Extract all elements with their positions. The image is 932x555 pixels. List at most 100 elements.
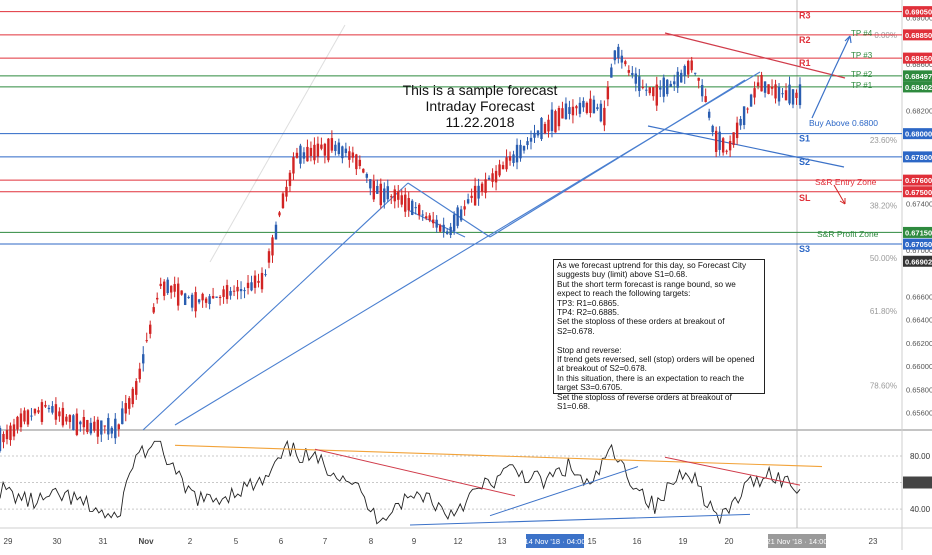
candle-body <box>369 179 372 189</box>
candle-body <box>390 196 393 198</box>
candle-body <box>16 416 19 430</box>
fib-label: 78.60% <box>870 382 897 391</box>
candle-body <box>54 404 58 420</box>
candle-body <box>774 84 777 99</box>
price-axis-tick: 0.66000 <box>906 362 932 371</box>
candle-body <box>274 224 278 240</box>
candle-body <box>784 90 788 101</box>
candle-body <box>47 407 51 410</box>
candle-body <box>568 107 571 115</box>
candle-body <box>365 173 369 178</box>
price-axis[interactable]: 0.69000 0.68600 0.68200 0.67800 0.67400 0.670… <box>903 6 932 418</box>
candle-body <box>641 86 644 88</box>
candle-body <box>131 388 134 405</box>
candle-body <box>742 106 746 126</box>
candle-body <box>183 293 187 305</box>
candle-body <box>725 150 728 152</box>
time-axis-label: 15 <box>588 537 597 546</box>
sell-arrow-line <box>833 184 846 205</box>
candle-body <box>431 219 435 224</box>
candle-body <box>711 125 714 133</box>
candle-body <box>194 292 197 312</box>
candle-body <box>135 381 138 395</box>
candle-body <box>145 340 148 342</box>
candle-body <box>253 275 257 288</box>
candle-body <box>648 87 651 94</box>
candle-body <box>624 61 627 65</box>
candle-body <box>376 185 379 194</box>
candle-body <box>592 99 596 114</box>
trendlines-layer <box>142 32 846 431</box>
candle-body <box>714 130 718 152</box>
candle-body <box>362 168 365 173</box>
candle-body <box>23 410 26 422</box>
candle-body <box>201 293 204 301</box>
price-axis-tick: 0.67400 <box>906 199 932 208</box>
candle-body <box>323 143 327 156</box>
price-badge <box>903 174 932 186</box>
time-highlight-right-text: 21 Nov '18 · 14:00 <box>766 537 827 546</box>
candle-body <box>166 279 169 294</box>
candle-body <box>309 147 313 156</box>
oscillator-line <box>0 439 801 525</box>
candle-body <box>19 413 23 428</box>
price-badge-text: 0.68497 <box>905 72 932 81</box>
osc-axis-tick: 40.00 <box>910 505 931 514</box>
candle-body <box>61 407 65 426</box>
candle-body <box>302 152 306 159</box>
candle-body <box>383 188 386 203</box>
candle-body <box>673 81 676 85</box>
candle-body <box>26 410 30 425</box>
candle-body <box>540 117 543 140</box>
candle-body <box>585 102 589 113</box>
fib-label: 61.80% <box>870 307 897 316</box>
candle-body <box>463 206 466 210</box>
time-axis[interactable]: 293031Nov256789121315161920222314 Nov '1… <box>4 534 878 548</box>
candle-body <box>327 138 330 161</box>
price-axis-tick: 0.68200 <box>906 106 932 115</box>
tp-label: TP #3 <box>851 51 873 60</box>
candle-body <box>543 124 547 134</box>
candle-body <box>330 138 334 151</box>
candle-body <box>250 282 253 291</box>
candle-body <box>288 172 292 186</box>
candle-body <box>582 100 585 108</box>
candle-body <box>9 425 12 441</box>
candle-body <box>669 83 672 87</box>
candle-body <box>505 157 508 170</box>
candle-body <box>491 173 494 182</box>
candle-body <box>12 424 16 437</box>
candle-body <box>152 307 155 313</box>
candle-body <box>480 183 484 192</box>
note-para-2: But the short term forecast is range bou… <box>557 279 736 299</box>
candle-body <box>603 107 606 126</box>
candle-body <box>208 296 211 305</box>
forecast-note: As we forecast uptrend for this day, so … <box>553 259 765 411</box>
candle-body <box>519 144 522 159</box>
price-badge <box>903 6 932 18</box>
candle-body <box>68 415 72 423</box>
candle-body <box>89 422 93 434</box>
candle-body <box>72 415 75 430</box>
candle-body <box>732 132 735 145</box>
price-axis-tick: 0.65600 <box>906 409 932 418</box>
candle-body <box>652 87 655 97</box>
candle-body <box>498 164 501 176</box>
candle-body <box>760 74 763 92</box>
candle-body <box>561 108 564 119</box>
price-badge-text: 0.67800 <box>905 153 932 162</box>
candle-body <box>662 77 665 97</box>
candle-body <box>40 402 44 422</box>
candle-body <box>239 289 243 292</box>
price-badge <box>903 238 932 250</box>
candle-body <box>404 194 407 212</box>
buy-arrow-line <box>811 35 851 119</box>
main-pane[interactable] <box>0 0 902 430</box>
candle-body <box>397 191 400 200</box>
fib-label: 38.20% <box>870 201 897 210</box>
candle-body <box>613 50 617 61</box>
sell-arrow-head <box>839 198 846 205</box>
candle-body <box>638 76 641 92</box>
